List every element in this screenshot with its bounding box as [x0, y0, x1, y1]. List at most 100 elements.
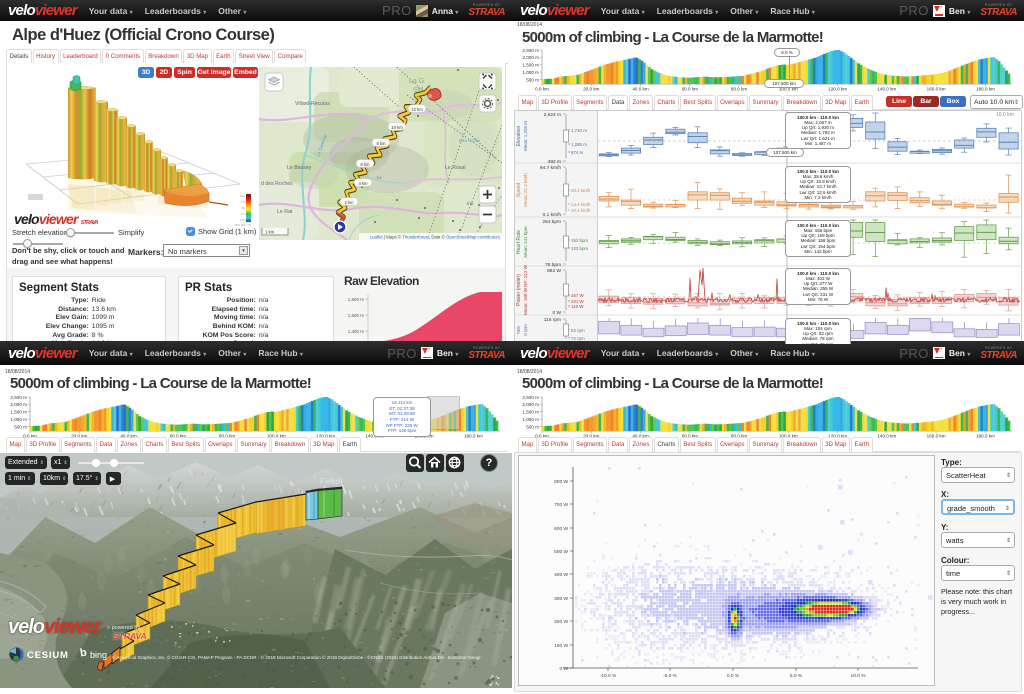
svg-text:Mean: 141 bpm: Mean: 141 bpm [523, 226, 528, 258]
svg-text:700 W: 700 W [554, 502, 568, 508]
svg-text:800 W: 800 W [554, 479, 568, 485]
svg-text:0.0 km: 0.0 km [535, 434, 549, 439]
svg-text:180.0 km: 180.0 km [976, 87, 995, 92]
svg-text:60.0 km: 60.0 km [682, 434, 699, 439]
svg-text:100.0 km: 100.0 km [779, 434, 798, 439]
svg-text:10.0 %: 10.0 % [851, 673, 867, 679]
svg-text:14%: 14% [240, 194, 246, 198]
svg-text:0%: 0% [241, 206, 245, 210]
svg-text:0 rpm: 0 rpm [523, 324, 528, 336]
svg-text:1,710 m: 1,710 m [571, 128, 587, 133]
svg-text:Heart Rate: Heart Rate [516, 230, 522, 254]
svg-text:6 km: 6 km [360, 162, 370, 167]
svg-text:500 m: 500 m [526, 77, 539, 82]
svg-text:Finish: Finish [320, 476, 343, 486]
svg-text:Le Rosai: Le Rosai [445, 165, 465, 171]
svg-text:492 m: 492 m [548, 159, 561, 165]
svg-text:Speed: Speed [516, 183, 522, 198]
svg-text:600 W: 600 W [554, 526, 568, 532]
svg-text:20.0 km: 20.0 km [583, 434, 600, 439]
svg-text:874 m: 874 m [571, 150, 584, 155]
svg-text:1,500 m: 1,500 m [522, 410, 539, 415]
svg-text:257 W: 257 W [571, 293, 585, 298]
svg-text:14.4 km/h: 14.4 km/h [571, 202, 591, 207]
svg-text:120.0 km: 120.0 km [828, 87, 847, 92]
svg-text:2,000 m: 2,000 m [522, 402, 539, 407]
svg-text:40.0 km: 40.0 km [120, 434, 137, 439]
svg-text:160.0 km: 160.0 km [927, 434, 946, 439]
svg-text:2,500 m: 2,500 m [522, 395, 539, 400]
svg-text:5.0 %: 5.0 % [790, 673, 803, 679]
svg-text:254 bpm: 254 bpm [542, 219, 561, 225]
svg-text:80.0 km: 80.0 km [219, 434, 236, 439]
svg-text:78 bpm: 78 bpm [545, 262, 561, 268]
svg-text:20.0 km: 20.0 km [71, 434, 88, 439]
svg-text:0 W: 0 W [552, 310, 561, 316]
svg-text:1,285 m: 1,285 m [571, 142, 587, 147]
svg-text:2,500 m: 2,500 m [522, 48, 539, 53]
svg-text:Le Bassey: Le Bassey [287, 165, 312, 171]
svg-text:2 km: 2 km [344, 200, 354, 205]
svg-text:72 rpm: 72 rpm [571, 336, 585, 341]
svg-text:1,800 m: 1,800 m [348, 297, 365, 302]
svg-text:-14%: -14% [239, 218, 246, 222]
svg-text:10.4 km/h: 10.4 km/h [571, 208, 591, 213]
svg-text:60.0 km: 60.0 km [170, 434, 187, 439]
svg-text:0.0 km: 0.0 km [23, 434, 37, 439]
svg-text:12 km: 12 km [411, 107, 423, 112]
svg-text:d des Roches: d des Roches [261, 181, 293, 187]
svg-text:180.0 km: 180.0 km [464, 434, 483, 439]
svg-text:120.0 km: 120.0 km [828, 434, 847, 439]
svg-text:83 rpm: 83 rpm [571, 328, 585, 333]
svg-text:4 km: 4 km [358, 181, 368, 186]
svg-text:1,500 m: 1,500 m [10, 410, 27, 415]
svg-text:Leaflet | Maps © Thunderforest: Leaflet | Maps © Thunderforest, Data © O… [370, 235, 500, 240]
svg-text:Eau d Olle: Eau d Olle [459, 138, 481, 143]
svg-text:Elevation: Elevation [516, 126, 522, 147]
svg-text:200 W: 200 W [554, 619, 568, 625]
svg-text:120.0 km: 120.0 km [316, 434, 335, 439]
svg-text:2,000 m: 2,000 m [522, 55, 539, 60]
svg-text:1,600 m: 1,600 m [348, 313, 365, 318]
svg-text:80.0 km: 80.0 km [731, 434, 748, 439]
svg-text:160.0 km: 160.0 km [927, 87, 946, 92]
svg-text:Le: Le [377, 175, 382, 180]
svg-text:180.0 km: 180.0 km [976, 434, 995, 439]
svg-text:Villard-Reculas: Villard-Reculas [295, 101, 330, 107]
svg-text:Power (meter): Power (meter) [516, 274, 522, 306]
svg-text:94.7 km/h: 94.7 km/h [540, 165, 561, 171]
svg-text:30.2 km/h: 30.2 km/h [571, 188, 591, 193]
svg-text:80.0 km: 80.0 km [731, 87, 748, 92]
svg-text:0.1 km/h: 0.1 km/h [543, 212, 562, 218]
svg-text:Mean: 21.4 km/h: Mean: 21.4 km/h [523, 173, 528, 207]
svg-text:140.0 km: 140.0 km [877, 87, 896, 92]
svg-text:140.0 km: 140.0 km [877, 434, 896, 439]
svg-text:20% 14% -7%: 20% 14% -7% [235, 223, 252, 227]
svg-text:2,500 m: 2,500 m [10, 395, 27, 400]
svg-text:221 W: 221 W [571, 299, 585, 304]
svg-text:10 km: 10 km [391, 125, 403, 130]
svg-text:Le Rat: Le Rat [277, 209, 293, 215]
svg-text:123 bpm: 123 bpm [571, 246, 588, 251]
svg-text:500 m: 500 m [14, 424, 27, 429]
svg-text:2,000 m: 2,000 m [10, 402, 27, 407]
svg-text:8 km: 8 km [376, 141, 386, 146]
svg-text:-10.0 %: -10.0 % [600, 673, 617, 679]
svg-text:862 W: 862 W [547, 268, 561, 274]
svg-text:nce: nce [516, 326, 522, 334]
svg-text:153 bpm: 153 bpm [571, 238, 588, 243]
svg-text:La G: La G [409, 78, 424, 85]
svg-text:0.0 km: 0.0 km [535, 87, 549, 92]
svg-text:-5.0 %: -5.0 % [663, 673, 678, 679]
svg-text:1,400 m: 1,400 m [348, 329, 365, 334]
svg-text:60.0 km: 60.0 km [682, 87, 699, 92]
svg-text:2,624 m: 2,624 m [544, 112, 561, 118]
svg-text:400 W: 400 W [554, 572, 568, 578]
svg-text:20.0 km: 20.0 km [583, 87, 600, 92]
svg-text:1,000 m: 1,000 m [522, 417, 539, 422]
svg-text:0 W: 0 W [559, 666, 568, 672]
svg-text:100.0 km: 100.0 km [267, 434, 286, 439]
svg-text:116 W: 116 W [571, 304, 584, 309]
svg-text:500 W: 500 W [554, 549, 568, 555]
svg-text:SM..: SM.. [413, 87, 427, 94]
